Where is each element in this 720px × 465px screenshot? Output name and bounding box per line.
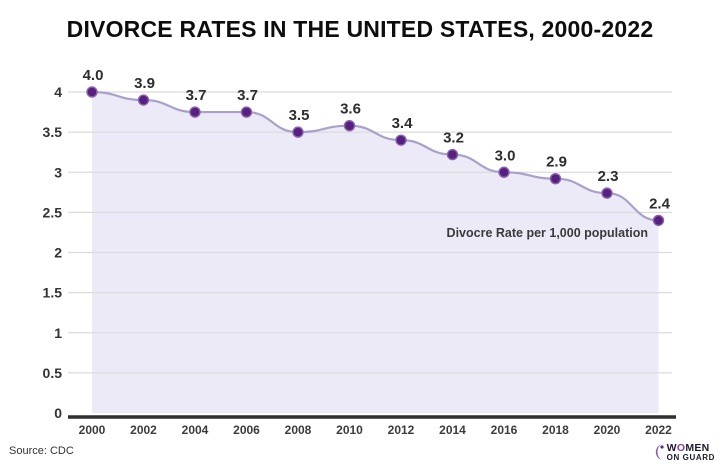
y-axis-tick-label: 2.5 — [43, 204, 63, 220]
women-on-guard-logo-icon — [655, 444, 664, 461]
point-value-label: 4.0 — [83, 67, 104, 84]
data-point — [292, 126, 304, 138]
x-axis-tick-label: 2006 — [233, 423, 260, 437]
data-point — [652, 214, 665, 227]
annotation-divorce-rate-per-1000: Divocre Rate per 1,000 population — [447, 226, 648, 240]
watermark-line2: ON GUARD — [666, 453, 715, 462]
x-axis-tick-label: 2016 — [491, 423, 518, 437]
point-value-label: 3.7 — [186, 87, 207, 104]
x-axis-tick-label: 2020 — [594, 423, 621, 437]
point-value-label: 3.7 — [237, 87, 258, 104]
y-axis-tick-label: 0 — [54, 405, 62, 421]
watermark-line1: WOMEN — [666, 441, 710, 454]
data-point — [395, 134, 407, 146]
data-point — [446, 148, 459, 161]
point-value-label: 3.0 — [495, 147, 516, 164]
chart-title: DIVORCE RATES IN THE UNITED STATES, 2000… — [66, 16, 654, 42]
x-axis-tick-label: 2012 — [388, 423, 415, 437]
point-value-label: 3.6 — [340, 101, 361, 118]
x-axis-tick-label: 2004 — [182, 423, 209, 437]
data-point — [189, 106, 201, 118]
point-value-label: 2.9 — [546, 154, 567, 171]
x-axis-tick-label: 2010 — [336, 423, 363, 437]
y-axis-tick-label: 3.5 — [43, 124, 63, 140]
data-point — [549, 172, 562, 185]
point-value-label: 3.2 — [443, 130, 464, 147]
data-point — [137, 94, 150, 106]
y-axis-tick-label: 2 — [54, 245, 62, 261]
point-value-label: 3.9 — [134, 75, 155, 92]
data-point — [601, 187, 613, 199]
x-axis-tick-label: 2008 — [285, 423, 312, 437]
x-axis-tick-label: 2014 — [439, 423, 466, 437]
x-axis-tick-label: 2022 — [645, 423, 672, 437]
x-axis-tick-label: 2000 — [79, 423, 106, 437]
source-note: Source: CDC — [9, 445, 74, 457]
watermark: WOMEN ON GUARD — [653, 441, 715, 463]
watermark-text: WOMEN ON GUARD — [666, 441, 715, 463]
y-axis-tick-label: 4 — [54, 84, 62, 100]
data-point — [86, 86, 98, 98]
data-point — [343, 120, 356, 132]
data-point — [498, 166, 510, 178]
data-point — [240, 106, 253, 118]
y-axis-tick-label: 1.5 — [43, 285, 63, 301]
point-value-label: 2.3 — [598, 168, 619, 185]
x-axis-tick-label: 2002 — [130, 423, 157, 437]
y-axis-tick-label: 0.5 — [43, 365, 63, 381]
point-value-label: 3.4 — [392, 115, 414, 132]
y-axis-tick-label: 1 — [54, 325, 62, 341]
x-axis-tick-label: 2018 — [542, 423, 569, 437]
point-value-label: 2.4 — [649, 195, 671, 212]
y-axis-tick-label: 3 — [54, 164, 62, 180]
point-value-label: 3.5 — [289, 107, 310, 124]
